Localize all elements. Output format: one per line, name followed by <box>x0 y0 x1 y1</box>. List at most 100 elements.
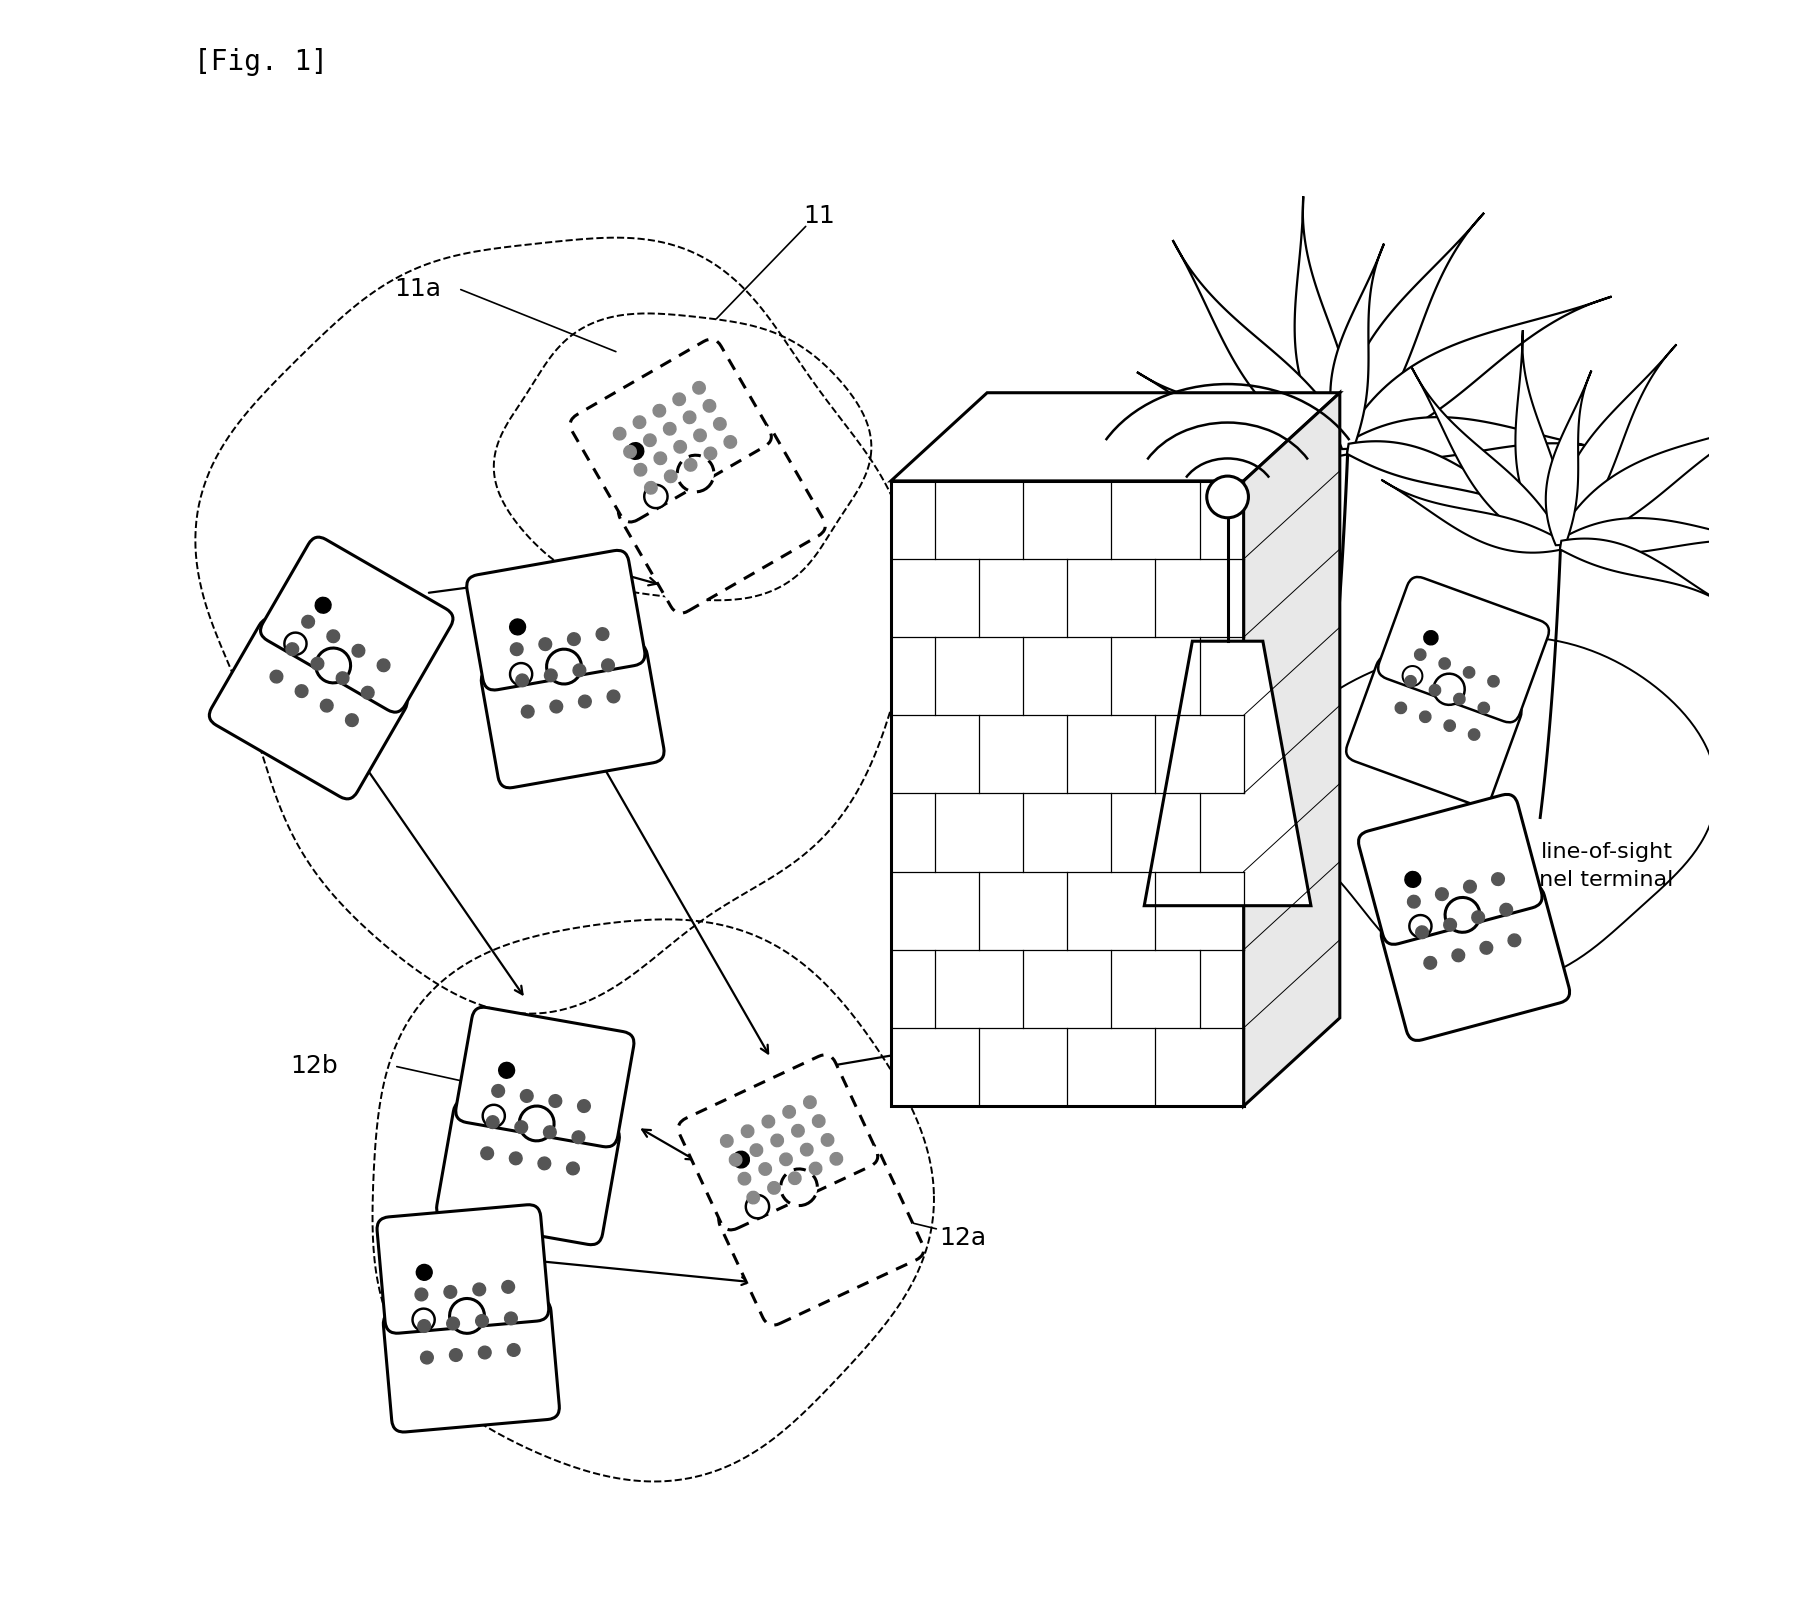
Circle shape <box>510 664 532 684</box>
Circle shape <box>481 1148 493 1159</box>
Polygon shape <box>1137 372 1348 458</box>
Circle shape <box>479 1347 492 1359</box>
Text: line-of-sight
channel terminal: line-of-sight channel terminal <box>1486 842 1673 890</box>
Circle shape <box>486 1116 499 1129</box>
FancyBboxPatch shape <box>466 550 646 689</box>
Circle shape <box>515 673 528 686</box>
Circle shape <box>1471 911 1484 923</box>
Circle shape <box>377 659 390 672</box>
Circle shape <box>316 598 332 614</box>
Circle shape <box>767 1181 780 1194</box>
Circle shape <box>675 441 686 454</box>
Polygon shape <box>1295 196 1355 452</box>
Circle shape <box>1444 720 1455 731</box>
FancyBboxPatch shape <box>619 425 825 614</box>
Circle shape <box>550 701 562 713</box>
Circle shape <box>713 418 726 430</box>
Circle shape <box>633 415 646 428</box>
Polygon shape <box>1556 415 1785 550</box>
Circle shape <box>1415 649 1426 660</box>
Circle shape <box>704 447 717 460</box>
Circle shape <box>655 452 666 465</box>
Circle shape <box>417 1319 430 1332</box>
Circle shape <box>1424 630 1439 644</box>
Circle shape <box>312 657 323 670</box>
Text: 12a: 12a <box>940 1226 987 1249</box>
Text: 11b: 11b <box>229 718 278 741</box>
Circle shape <box>1487 675 1498 688</box>
Polygon shape <box>1346 417 1604 460</box>
Circle shape <box>673 393 686 406</box>
Polygon shape <box>1560 518 1780 555</box>
Circle shape <box>285 633 307 654</box>
Circle shape <box>510 619 526 635</box>
Circle shape <box>1451 949 1464 962</box>
Circle shape <box>693 382 706 394</box>
Circle shape <box>544 1125 557 1138</box>
Circle shape <box>521 1090 533 1103</box>
Circle shape <box>1415 927 1428 939</box>
Bar <box>891 481 1244 1106</box>
Circle shape <box>1206 476 1248 518</box>
Circle shape <box>515 1120 528 1133</box>
Circle shape <box>579 696 591 709</box>
Circle shape <box>421 1351 434 1364</box>
Circle shape <box>624 446 637 458</box>
Circle shape <box>831 1153 842 1165</box>
Circle shape <box>546 649 582 684</box>
Circle shape <box>613 428 626 439</box>
Circle shape <box>550 1095 562 1108</box>
Circle shape <box>301 616 314 628</box>
Circle shape <box>684 410 697 423</box>
Circle shape <box>1404 675 1417 688</box>
Text: 11: 11 <box>804 205 834 228</box>
FancyBboxPatch shape <box>481 643 664 787</box>
Circle shape <box>316 648 350 683</box>
FancyBboxPatch shape <box>437 1100 619 1244</box>
Circle shape <box>296 684 308 697</box>
Circle shape <box>417 1265 432 1281</box>
Circle shape <box>602 659 615 672</box>
Circle shape <box>1500 904 1513 915</box>
Circle shape <box>762 1116 775 1129</box>
Circle shape <box>644 481 657 494</box>
Circle shape <box>758 1162 771 1175</box>
Circle shape <box>677 455 715 492</box>
Circle shape <box>1402 665 1422 686</box>
Circle shape <box>628 442 644 460</box>
Circle shape <box>566 1162 579 1175</box>
Polygon shape <box>1348 441 1544 519</box>
Circle shape <box>784 1106 795 1119</box>
Circle shape <box>475 1314 488 1327</box>
Circle shape <box>742 1125 755 1138</box>
Circle shape <box>504 1313 517 1324</box>
Circle shape <box>644 434 657 447</box>
Circle shape <box>771 1135 784 1146</box>
Circle shape <box>573 664 586 676</box>
Circle shape <box>751 1145 762 1156</box>
Circle shape <box>492 1085 504 1098</box>
Circle shape <box>822 1133 834 1146</box>
Circle shape <box>1478 702 1489 713</box>
Circle shape <box>444 1286 457 1298</box>
FancyBboxPatch shape <box>383 1298 559 1431</box>
Circle shape <box>1395 702 1406 713</box>
Circle shape <box>499 1063 515 1079</box>
Circle shape <box>539 638 551 651</box>
Circle shape <box>1429 684 1440 696</box>
Circle shape <box>1435 888 1448 901</box>
Circle shape <box>813 1114 825 1127</box>
Circle shape <box>1444 919 1457 931</box>
Polygon shape <box>1411 367 1564 550</box>
Circle shape <box>1439 657 1451 668</box>
Circle shape <box>519 1106 553 1141</box>
Circle shape <box>809 1162 822 1175</box>
Circle shape <box>608 691 620 702</box>
Circle shape <box>1433 673 1464 705</box>
Circle shape <box>724 436 736 449</box>
Polygon shape <box>1341 213 1484 450</box>
Circle shape <box>352 644 365 657</box>
Text: 12: 12 <box>410 1407 443 1430</box>
Circle shape <box>446 1318 459 1330</box>
Circle shape <box>1468 729 1480 741</box>
